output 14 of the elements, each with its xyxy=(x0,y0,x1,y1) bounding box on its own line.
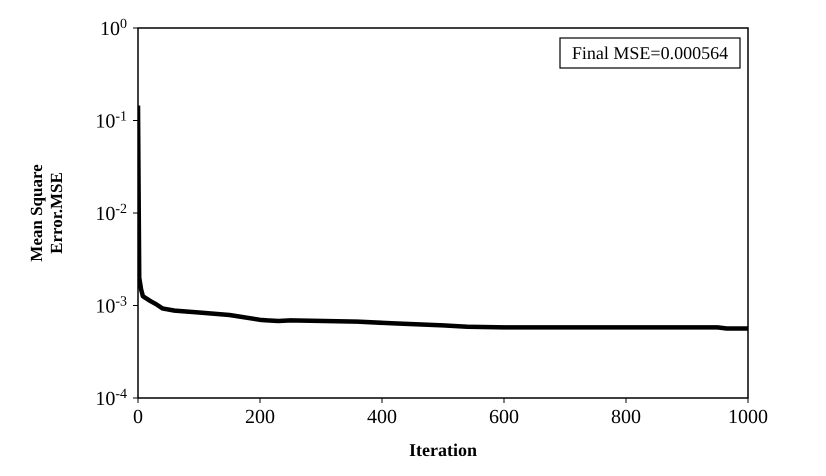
y-tick-label: 10$^{-1}$ xyxy=(95,109,127,132)
y-tick-label: 10$^{0}$ xyxy=(100,16,127,40)
x-tick-label: 800 xyxy=(611,406,641,428)
x-tick-label: 600 xyxy=(489,406,519,428)
x-axis-title: Iteration xyxy=(409,440,477,460)
x-tick-label: 200 xyxy=(245,406,275,428)
annotation: Final MSE=0.000564 xyxy=(572,43,728,63)
y-tick-label: 10$^{-3}$ xyxy=(95,294,127,318)
y-tick-label: 10$^{-2}$ xyxy=(95,202,127,225)
x-tick-label: 400 xyxy=(367,406,397,428)
y-axis-title: Mean Square Error.MSE xyxy=(27,164,66,262)
x-tick-label: 0 xyxy=(133,406,143,428)
y-tick-label: 10$^{-4}$ xyxy=(95,386,127,410)
x-tick-label: 1000 xyxy=(728,406,768,428)
